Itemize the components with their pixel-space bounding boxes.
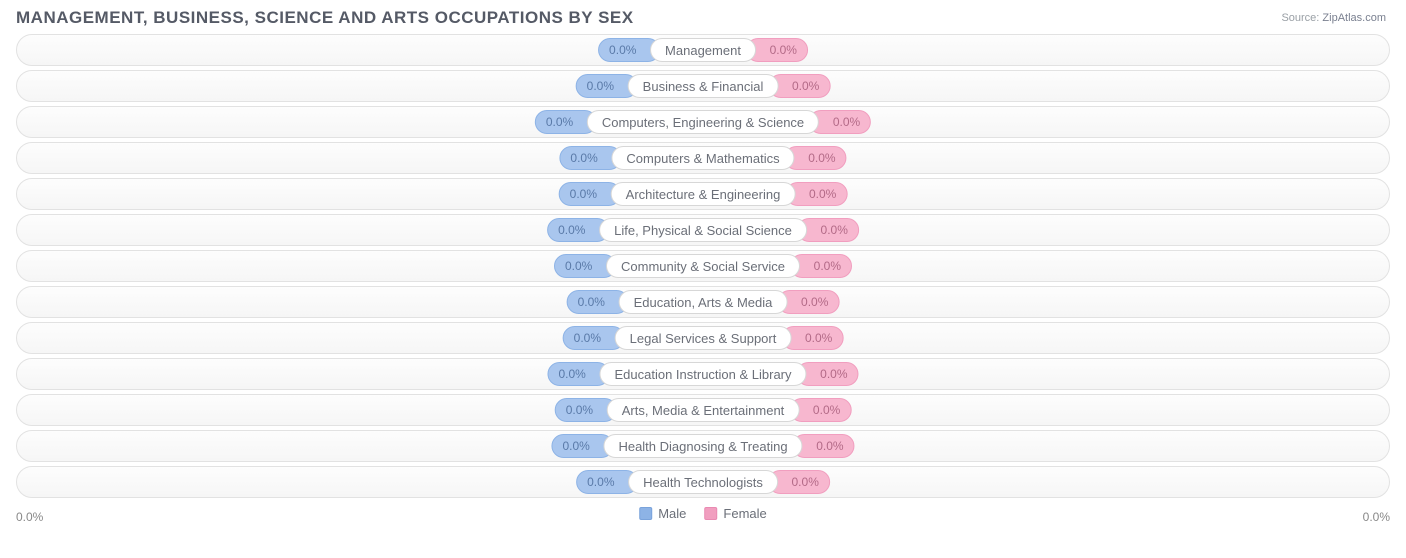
source-site: ZipAtlas.com (1322, 12, 1386, 24)
chart-rows: 0.0% Management 0.0% 0.0% Business & Financi… (16, 34, 1390, 498)
male-value: 0.0% (562, 439, 589, 453)
female-value: 0.0% (809, 187, 836, 201)
female-value: 0.0% (805, 331, 832, 345)
female-value: 0.0% (770, 43, 797, 57)
male-value: 0.0% (558, 223, 585, 237)
male-value: 0.0% (570, 187, 597, 201)
category-label: Management (650, 38, 756, 62)
row-inner: 0.0% Business & Financial 0.0% (576, 74, 831, 98)
female-value: 0.0% (813, 403, 840, 417)
row-inner: 0.0% Life, Physical & Social Science 0.0% (547, 218, 859, 242)
category-label: Arts, Media & Entertainment (607, 398, 800, 422)
row-inner: 0.0% Legal Services & Support 0.0% (563, 326, 844, 350)
row-inner: 0.0% Health Technologists 0.0% (576, 470, 830, 494)
chart-row: 0.0% Business & Financial 0.0% (16, 70, 1390, 102)
chart-title: MANAGEMENT, BUSINESS, SCIENCE AND ARTS O… (16, 8, 1390, 28)
chart-row: 0.0% Architecture & Engineering 0.0% (16, 178, 1390, 210)
chart-row: 0.0% Health Diagnosing & Treating 0.0% (16, 430, 1390, 462)
female-value: 0.0% (814, 259, 841, 273)
row-inner: 0.0% Education, Arts & Media 0.0% (567, 290, 840, 314)
chart-source: Source: ZipAtlas.com (1281, 12, 1386, 24)
chart-row: 0.0% Arts, Media & Entertainment 0.0% (16, 394, 1390, 426)
male-value: 0.0% (566, 403, 593, 417)
female-value: 0.0% (816, 439, 843, 453)
axis-left-label: 0.0% (16, 510, 43, 524)
row-inner: 0.0% Community & Social Service 0.0% (554, 254, 852, 278)
category-label: Legal Services & Support (615, 326, 792, 350)
source-label: Source: (1281, 12, 1319, 24)
chart-footer: 0.0% 0.0% Male Female (16, 506, 1390, 546)
row-inner: 0.0% Computers, Engineering & Science 0.0% (535, 110, 871, 134)
female-value: 0.0% (792, 475, 819, 489)
chart-row: 0.0% Computers & Mathematics 0.0% (16, 142, 1390, 174)
chart-row: 0.0% Legal Services & Support 0.0% (16, 322, 1390, 354)
female-value: 0.0% (792, 79, 819, 93)
category-label: Life, Physical & Social Science (599, 218, 807, 242)
chart-row: 0.0% Management 0.0% (16, 34, 1390, 66)
legend-item-male: Male (639, 506, 686, 521)
legend-label-female: Female (723, 506, 766, 521)
category-label: Health Technologists (628, 470, 778, 494)
category-label: Computers, Engineering & Science (587, 110, 819, 134)
row-inner: 0.0% Education Instruction & Library 0.0% (547, 362, 858, 386)
male-value: 0.0% (565, 259, 592, 273)
male-value: 0.0% (578, 295, 605, 309)
category-label: Community & Social Service (606, 254, 800, 278)
category-label: Architecture & Engineering (611, 182, 796, 206)
legend-label-male: Male (658, 506, 686, 521)
female-value: 0.0% (833, 115, 860, 129)
male-value: 0.0% (609, 43, 636, 57)
chart-row: 0.0% Computers, Engineering & Science 0.0% (16, 106, 1390, 138)
chart-row: 0.0% Education Instruction & Library 0.0% (16, 358, 1390, 390)
row-inner: 0.0% Computers & Mathematics 0.0% (559, 146, 846, 170)
chart-row: 0.0% Community & Social Service 0.0% (16, 250, 1390, 282)
male-value: 0.0% (546, 115, 573, 129)
row-inner: 0.0% Health Diagnosing & Treating 0.0% (551, 434, 854, 458)
chart-row: 0.0% Education, Arts & Media 0.0% (16, 286, 1390, 318)
male-value: 0.0% (574, 331, 601, 345)
legend-swatch-male (639, 507, 652, 520)
female-value: 0.0% (801, 295, 828, 309)
female-value: 0.0% (808, 151, 835, 165)
male-value: 0.0% (570, 151, 597, 165)
row-inner: 0.0% Management 0.0% (598, 38, 808, 62)
female-value: 0.0% (821, 223, 848, 237)
legend-item-female: Female (704, 506, 766, 521)
axis-right-label: 0.0% (1363, 510, 1390, 524)
male-value: 0.0% (587, 79, 614, 93)
chart-legend: Male Female (639, 506, 767, 521)
male-value: 0.0% (587, 475, 614, 489)
category-label: Health Diagnosing & Treating (603, 434, 802, 458)
row-inner: 0.0% Arts, Media & Entertainment 0.0% (555, 398, 852, 422)
male-value: 0.0% (558, 367, 585, 381)
female-value: 0.0% (820, 367, 847, 381)
category-label: Education, Arts & Media (619, 290, 788, 314)
chart-row: 0.0% Life, Physical & Social Science 0.0% (16, 214, 1390, 246)
chart-container: MANAGEMENT, BUSINESS, SCIENCE AND ARTS O… (0, 0, 1406, 558)
legend-swatch-female (704, 507, 717, 520)
category-label: Education Instruction & Library (599, 362, 806, 386)
category-label: Business & Financial (628, 74, 779, 98)
chart-row: 0.0% Health Technologists 0.0% (16, 466, 1390, 498)
row-inner: 0.0% Architecture & Engineering 0.0% (559, 182, 848, 206)
category-label: Computers & Mathematics (611, 146, 794, 170)
